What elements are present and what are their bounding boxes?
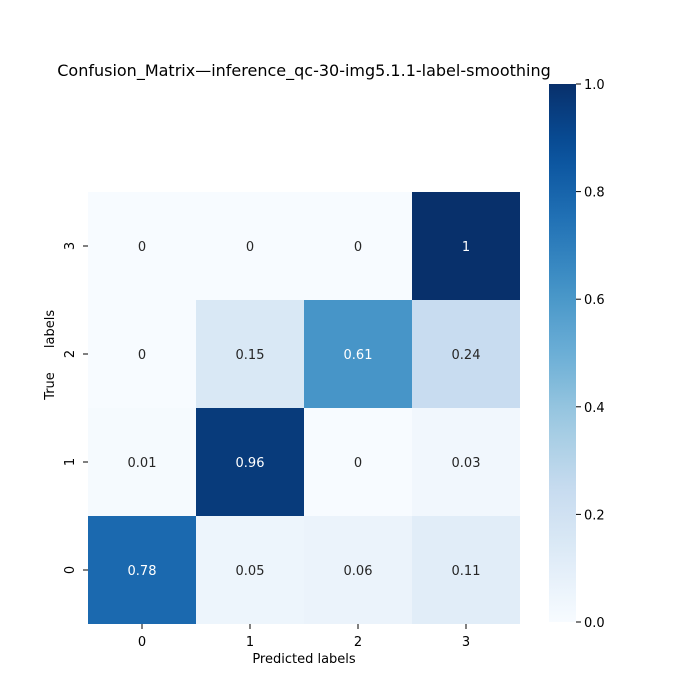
heatmap-cell [412, 192, 520, 300]
colorbar-tick-label: 0.6 [584, 293, 605, 308]
colorbar-tick-label: 0.4 [584, 401, 605, 416]
colorbar-gradient [549, 84, 576, 622]
x-tick-label: 1 [246, 635, 254, 650]
colorbar-tick-label: 0.2 [584, 508, 605, 523]
y-axis-ticks: 0 1 2 3 [63, 242, 88, 574]
heatmap-cell [196, 516, 304, 624]
cell-value-label: 0.96 [236, 456, 265, 471]
cell-value-label: 0.61 [344, 348, 373, 363]
heatmap-cell [196, 408, 304, 516]
heatmap-cell [412, 516, 520, 624]
cell-value-label: 0.24 [452, 348, 481, 363]
heatmap-cell [412, 408, 520, 516]
cell-value-label: 0.78 [128, 564, 157, 579]
y-tick-label: 0 [63, 566, 78, 574]
colorbar-tick-label: 0.0 [584, 616, 605, 631]
cell-value-label: 0 [246, 240, 254, 255]
cell-value-label: 0.06 [344, 564, 373, 579]
cell-value-label: 0.15 [236, 348, 265, 363]
x-axis-label: Predicted labels [252, 652, 356, 667]
heatmap-cell [304, 192, 412, 300]
y-axis-label-labels: labels [43, 310, 58, 348]
heatmap-cell [196, 192, 304, 300]
x-axis-ticks: 0 1 2 3 [138, 624, 470, 650]
heatmap-cell [88, 516, 196, 624]
heatmap-cell [88, 408, 196, 516]
cell-value-label: 0 [138, 240, 146, 255]
chart-title: Confusion_Matrix—inference_qc-30-img5.1.… [57, 61, 551, 81]
y-axis-label-true: True [43, 372, 58, 401]
colorbar-tick-label: 0.8 [584, 186, 605, 201]
y-tick-label: 3 [63, 242, 78, 250]
x-tick-label: 2 [354, 635, 362, 650]
heatmap-cell [412, 300, 520, 408]
cell-value-label: 1 [462, 240, 470, 255]
colorbar-tick-label: 1.0 [584, 78, 605, 93]
heatmap-cell [304, 300, 412, 408]
x-tick-label: 3 [462, 635, 470, 650]
heatmap-cell [304, 516, 412, 624]
cell-value-label: 0 [354, 240, 362, 255]
cell-value-label: 0 [354, 456, 362, 471]
cell-value-label: 0.01 [128, 456, 157, 471]
cell-value-label: 0.11 [452, 564, 481, 579]
heatmap-cell [88, 192, 196, 300]
cell-value-label: 0.03 [452, 456, 481, 471]
heatmap-grid: 0.78 0.05 0.06 0.11 0.01 0.96 0 0.03 0 0.15 0.61 0.… [88, 192, 520, 624]
heatmap-cell [196, 300, 304, 408]
y-tick-label: 1 [63, 458, 78, 466]
cell-value-label: 0.05 [236, 564, 265, 579]
colorbar: 0.0 0.2 0.4 0.6 0.8 1.0 [549, 78, 605, 631]
x-tick-label: 0 [138, 635, 146, 650]
cell-value-label: 0 [138, 348, 146, 363]
heatmap-cell [304, 408, 412, 516]
heatmap-cell [88, 300, 196, 408]
y-tick-label: 2 [63, 350, 78, 358]
